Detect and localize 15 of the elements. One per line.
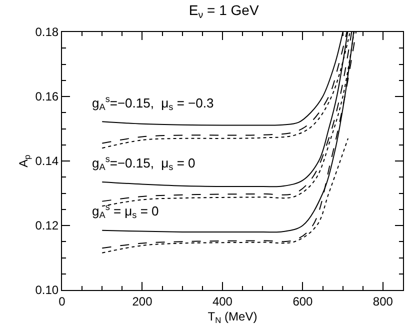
y-tick-label: 0.10 <box>35 283 59 298</box>
x-tick-label: 400 <box>212 294 233 308</box>
y-tick-label: 0.14 <box>35 154 59 168</box>
x-tick-label: 0 <box>58 294 66 308</box>
annotation: g$_{A}$$^{s}$=−0.15, μ$_{s}$ = −0.3 <box>92 94 214 112</box>
chart-title: E$_{ν}$ = 1 GeV <box>188 2 260 21</box>
y-tick-label: 0.12 <box>35 218 59 233</box>
x-tick-label: 600 <box>292 294 314 308</box>
annotation: g$_{A}$$^{s}$ = μ$_{s}$ = 0 <box>92 202 159 220</box>
x-tick-label: 800 <box>372 294 394 308</box>
x-axis-title: T$_{N}$ (MeV) <box>208 309 258 325</box>
y-tick-label: 0.18 <box>35 25 59 40</box>
x-tick-label: 200 <box>132 294 153 308</box>
y-tick-label: 0.16 <box>35 90 59 104</box>
annotation: g$_{A}$$^{s}$=−0.15, μ$_{s}$ = 0 <box>92 154 196 172</box>
